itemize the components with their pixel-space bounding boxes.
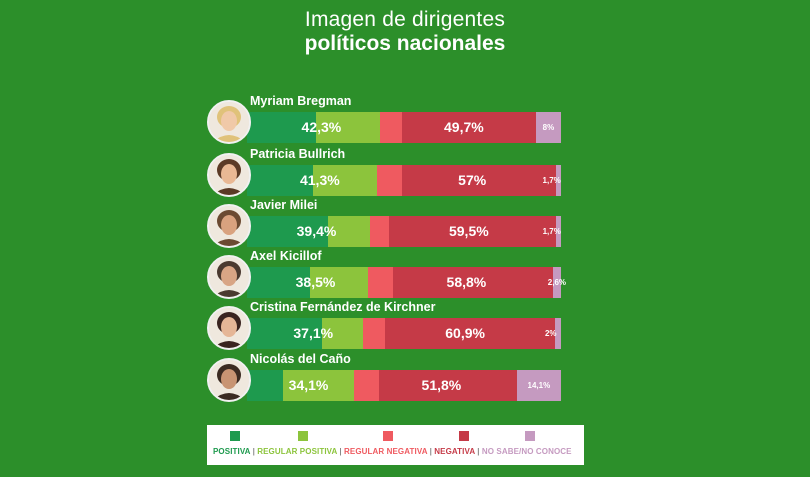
no-sabe-segment <box>552 267 561 298</box>
no-sabe-label: 2% <box>544 329 557 338</box>
positiva-segment <box>247 112 317 143</box>
negativa-segment <box>385 318 555 349</box>
legend-swatch <box>383 431 393 441</box>
positiva-segment <box>247 216 329 247</box>
negative-total-label: 58,8% <box>446 274 487 290</box>
no-sabe-segment <box>535 112 561 143</box>
regular-negativa-segment <box>369 216 389 247</box>
stacked-bar: 41,3% 57% 1,7% <box>247 165 561 196</box>
negative-total-label: 60,9% <box>445 325 485 341</box>
regular-positiva-segment <box>283 370 355 401</box>
stacked-bar: 34,1% 51,8% 14,1% <box>247 370 561 401</box>
no-sabe-segment <box>516 370 561 401</box>
avatar <box>207 153 251 197</box>
legend-swatch <box>298 431 308 441</box>
legend-label: NEGATIVA <box>434 447 475 456</box>
regular-positiva-segment <box>316 112 380 143</box>
chart-row: Nicolás del Caño 34,1% 51,8% 14,1% <box>207 352 567 404</box>
legend: POSITIVA | REGULAR POSITIVA | REGULAR NE… <box>207 425 584 465</box>
legend-swatches <box>207 431 584 441</box>
stacked-bar: 38,5% 58,8% 2,6% <box>247 267 566 298</box>
chart-row: Javier Milei 39,4% 59,5% 1,7% <box>207 198 567 250</box>
candidate-name: Javier Milei <box>250 198 318 212</box>
positiva-segment <box>247 165 313 196</box>
positive-total-label: 38,5% <box>295 274 336 290</box>
no-sabe-label: 1,7% <box>542 176 561 185</box>
positive-total-label: 41,3% <box>299 172 340 188</box>
title-line-2: políticos nacionales <box>304 32 506 55</box>
avatar <box>207 306 251 350</box>
no-sabe-label: 1,7% <box>542 227 561 236</box>
avatar <box>207 358 251 402</box>
positive-total-label: 34,1% <box>288 377 329 393</box>
legend-labels: POSITIVA | REGULAR POSITIVA | REGULAR NE… <box>213 447 572 456</box>
legend-separator: | <box>250 447 258 456</box>
negativa-segment <box>393 267 553 298</box>
positive-total-label: 42,3% <box>301 119 342 135</box>
negative-total-label: 57% <box>458 172 487 188</box>
positiva-segment <box>247 370 284 401</box>
positive-total-label: 37,1% <box>293 325 334 341</box>
chart-title: Imagen de dirigentes políticos nacionale… <box>0 8 810 56</box>
negativa-segment <box>379 370 517 401</box>
no-sabe-label: 2,6% <box>547 278 567 287</box>
regular-positiva-segment <box>309 267 368 298</box>
stacked-bar: 37,1% 60,9% 2% <box>247 318 561 349</box>
avatar <box>207 204 251 248</box>
avatar <box>207 255 251 299</box>
title-line-1: Imagen de dirigentes <box>304 8 506 31</box>
legend-label: REGULAR POSITIVA <box>257 447 338 456</box>
candidate-name: Axel Kicillof <box>250 249 322 263</box>
legend-separator: | <box>427 447 435 456</box>
legend-label: POSITIVA <box>213 447 251 456</box>
regular-negativa-segment <box>376 165 402 196</box>
regular-negativa-segment <box>368 267 394 298</box>
regular-negativa-segment <box>354 370 380 401</box>
no-sabe-label: 8% <box>542 123 555 132</box>
regular-positiva-segment <box>312 165 377 196</box>
chart-row: Axel Kicillof 38,5% 58,8% 2,6% <box>207 249 567 301</box>
positiva-segment <box>247 318 323 349</box>
negative-total-label: 49,7% <box>443 119 484 135</box>
negativa-segment <box>388 216 556 247</box>
legend-swatch <box>525 431 535 441</box>
regular-negativa-segment <box>379 112 402 143</box>
negative-total-label: 59,5% <box>448 223 489 239</box>
no-sabe-segment <box>554 318 561 349</box>
no-sabe-segment <box>555 165 561 196</box>
no-sabe-segment <box>555 216 561 247</box>
legend-separator: | <box>337 447 345 456</box>
candidate-name: Nicolás del Caño <box>250 352 351 366</box>
legend-swatch <box>459 431 469 441</box>
no-sabe-label: 14,1% <box>527 381 551 390</box>
negativa-segment <box>401 112 536 143</box>
legend-separator: | <box>474 447 482 456</box>
avatar <box>207 100 251 144</box>
candidate-name: Myriam Bregman <box>250 94 352 108</box>
positiva-segment <box>247 267 310 298</box>
legend-swatch <box>230 431 240 441</box>
regular-positiva-segment <box>328 216 370 247</box>
chart-row: Cristina Fernández de Kirchner 37,1% 60,9%… <box>207 300 567 352</box>
regular-negativa-segment <box>363 318 386 349</box>
chart-row: Myriam Bregman 42,3% 49,7% 8% <box>207 94 567 146</box>
regular-positiva-segment <box>322 318 364 349</box>
stacked-bar: 39,4% 59,5% 1,7% <box>247 216 561 247</box>
candidate-name: Patricia Bullrich <box>250 147 346 161</box>
candidate-name: Cristina Fernández de Kirchner <box>250 300 436 314</box>
positive-total-label: 39,4% <box>296 223 337 239</box>
chart-row: Patricia Bullrich 41,3% 57% 1,7% <box>207 147 567 199</box>
negative-total-label: 51,8% <box>421 377 462 393</box>
negativa-segment <box>401 165 556 196</box>
legend-label: REGULAR NEGATIVA <box>344 447 428 456</box>
legend-label: NO SABE/NO CONOCE <box>481 447 572 456</box>
stacked-bar: 42,3% 49,7% 8% <box>247 112 561 143</box>
